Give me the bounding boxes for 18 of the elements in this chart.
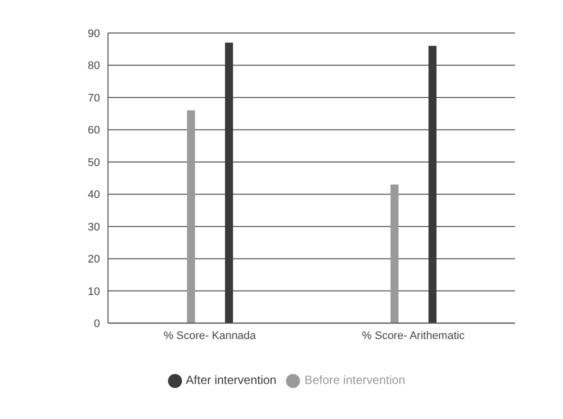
legend-label: After intervention [186, 373, 276, 388]
x-tick-label: % Score- Kannada [164, 330, 257, 342]
y-tick-label: 80 [88, 60, 100, 72]
bar [187, 110, 195, 324]
y-tick-label: 40 [88, 189, 100, 202]
legend-label: Before intervention [304, 373, 406, 388]
y-tick-label: 70 [88, 92, 100, 104]
bar [428, 46, 436, 324]
bar [225, 42, 233, 324]
y-tick-label: 30 [88, 221, 100, 234]
y-tick-label: 90 [88, 28, 100, 40]
y-tick-label: 0 [94, 318, 100, 330]
y-tick-label: 50 [88, 156, 100, 169]
x-tick-label: % Score- Arithematic [362, 330, 466, 342]
bar [390, 184, 398, 324]
y-tick-label: 10 [88, 286, 100, 298]
y-tick-label: 60 [88, 124, 100, 137]
y-tick-label: 20 [88, 254, 100, 266]
